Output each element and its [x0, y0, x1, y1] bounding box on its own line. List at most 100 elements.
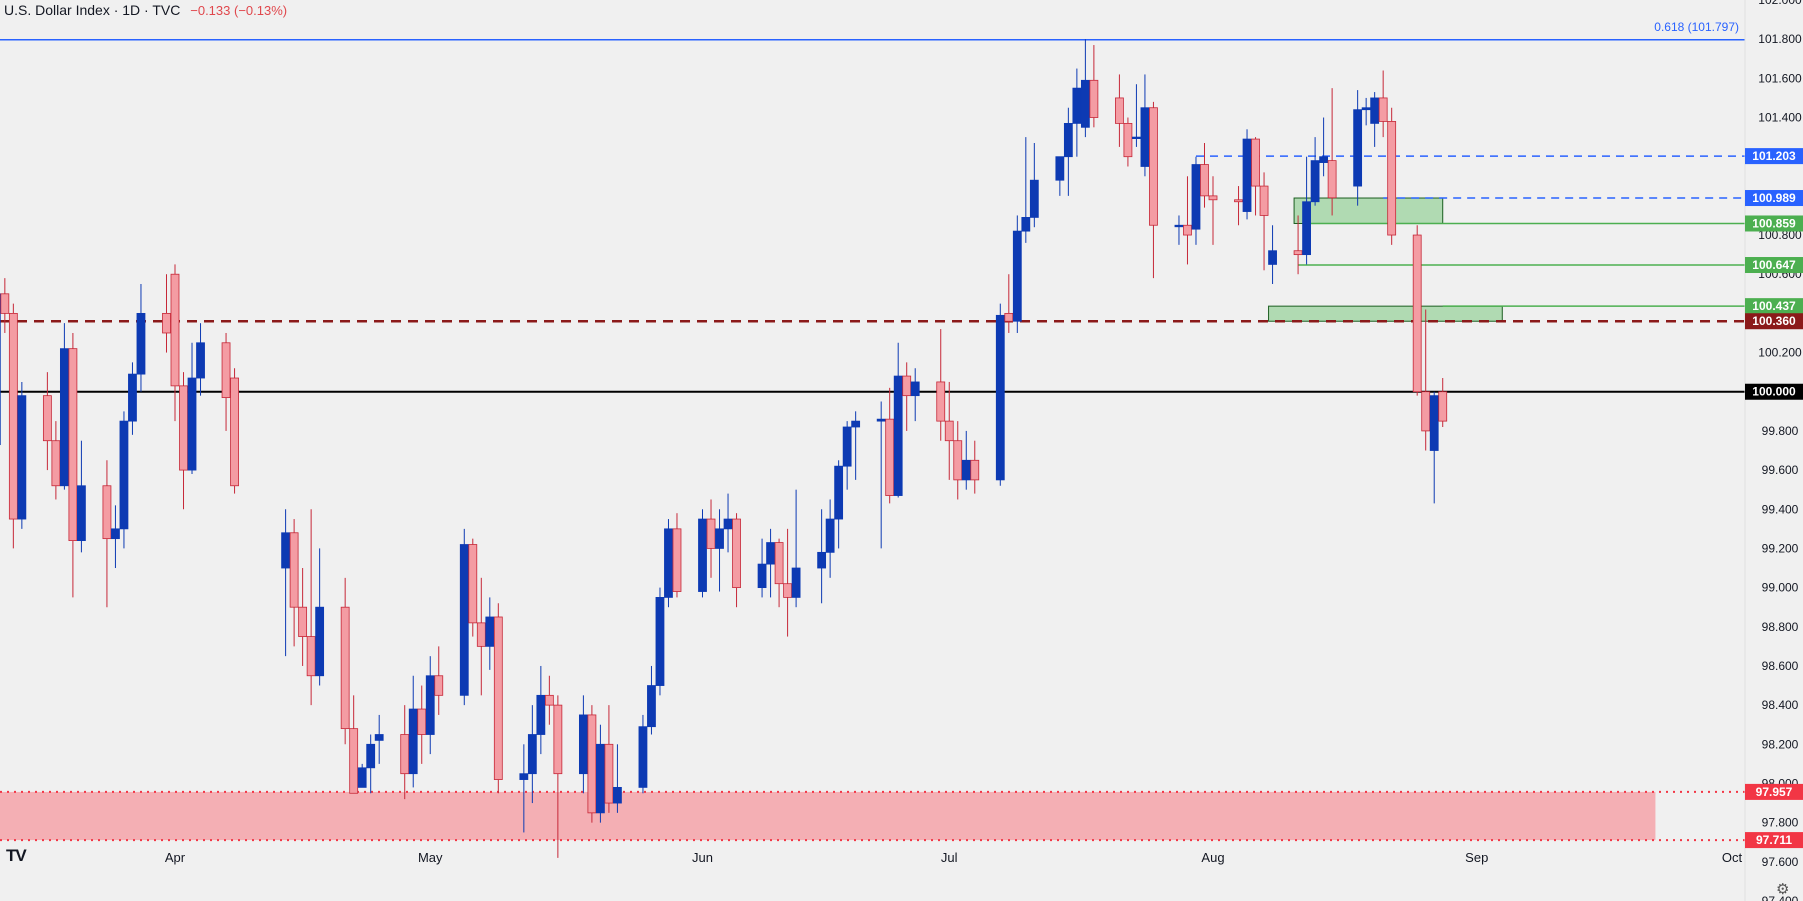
y-tick-label: 101.600: [1758, 71, 1802, 85]
candle-body: [944, 420, 954, 442]
candle-body: [1183, 224, 1192, 236]
candle-body: [834, 465, 844, 520]
candle-body: [434, 675, 444, 696]
candle-body: [42, 395, 52, 442]
price-tag: [1745, 783, 1803, 800]
candle-body: [59, 348, 69, 487]
x-tick-label: Jun: [692, 850, 713, 865]
candle-body: [408, 708, 418, 775]
y-tick-label: 99.800: [1762, 424, 1799, 438]
candle-body: [961, 459, 971, 481]
candle-body: [1021, 217, 1031, 232]
candle-body: [842, 426, 852, 467]
x-tick-label: Sep: [1465, 850, 1488, 865]
candle-body: [1310, 160, 1320, 203]
price-tag-label: 97.711: [1756, 833, 1792, 847]
candle-body: [1242, 138, 1252, 212]
y-tick-label: 98.600: [1762, 659, 1799, 673]
candle-body: [1353, 109, 1363, 187]
candle-body: [578, 714, 588, 775]
y-tick-label: 98.400: [1762, 698, 1799, 712]
candle-body: [698, 518, 707, 592]
price-tag: [1745, 383, 1803, 400]
x-tick-label: Oct: [1722, 850, 1743, 865]
y-tick-label: 101.400: [1758, 111, 1802, 125]
price-change: −0.133 (−0.13%): [190, 3, 288, 18]
price-tag-label: 100.647: [1752, 258, 1796, 272]
candle-body: [766, 542, 775, 565]
candle-body: [604, 743, 614, 804]
candle-body: [910, 381, 920, 397]
candle-body: [1421, 391, 1431, 432]
x-tick-label: Jul: [941, 850, 958, 865]
y-tick-label: 102.000: [1758, 0, 1802, 7]
candle-body: [77, 485, 86, 542]
candle-body: [196, 342, 205, 379]
price-tag: [1745, 190, 1803, 207]
candle-body: [51, 440, 61, 487]
settings-icon[interactable]: ⚙: [1776, 881, 1790, 898]
candle-body: [1191, 164, 1201, 230]
candle-body: [349, 728, 359, 794]
candle-body: [8, 312, 18, 520]
y-tick-label: 100.200: [1758, 346, 1802, 360]
candle-body: [1012, 230, 1022, 322]
candle-body: [715, 528, 724, 549]
candle-body: [102, 485, 112, 540]
candle-body: [995, 314, 1005, 481]
candle-body: [1063, 122, 1073, 158]
y-tick-label: 100.800: [1758, 228, 1802, 242]
candle-body: [1132, 136, 1141, 140]
candle-body: [128, 373, 137, 422]
x-tick-label: Apr: [165, 850, 186, 865]
candle-body: [970, 459, 980, 481]
candle-body: [400, 734, 410, 775]
y-tick-label: 99.000: [1762, 581, 1799, 595]
x-tick-label: May: [418, 850, 443, 865]
candle-body: [493, 616, 503, 780]
candle-body: [1055, 156, 1065, 181]
price-axis: [1745, 0, 1803, 901]
candle-body: [1234, 199, 1243, 203]
candle-body: [1208, 195, 1218, 201]
candle-body: [851, 420, 861, 428]
candle-body: [732, 518, 741, 589]
candle-body: [544, 694, 554, 706]
zone: [1268, 305, 1503, 322]
candle-body: [111, 528, 120, 540]
candle-body: [936, 381, 946, 422]
candle-body: [536, 694, 546, 735]
candle-body: [1080, 79, 1090, 128]
candle-body: [1123, 122, 1133, 158]
candle-body: [1004, 312, 1014, 322]
price-tag: [1745, 215, 1803, 232]
price-tag: [1745, 832, 1803, 849]
candle-body: [136, 312, 146, 375]
candle-body: [1259, 185, 1269, 216]
candle-body: [596, 743, 605, 814]
candle-body: [783, 583, 792, 598]
y-tick-label: 101.800: [1758, 32, 1802, 46]
candle-body: [425, 675, 435, 735]
candle-body: [1072, 87, 1082, 124]
price-tag: [1745, 313, 1803, 330]
candle-body: [1429, 395, 1439, 451]
price-tag-label: 100.360: [1752, 314, 1796, 328]
candle-body: [68, 348, 78, 542]
candle-body: [17, 395, 27, 520]
candle-body: [1200, 164, 1209, 197]
candle-body: [527, 734, 537, 775]
candle-body: [187, 377, 197, 471]
candle-body: [289, 532, 299, 608]
candle-body: [468, 544, 478, 624]
price-tag: [1745, 148, 1803, 165]
candle-body: [315, 606, 325, 677]
candle-body: [587, 714, 597, 814]
candle-body: [817, 551, 827, 569]
candle-body: [885, 418, 895, 496]
candle-body: [791, 567, 801, 598]
candle-body: [459, 544, 469, 696]
candle-body: [1140, 107, 1150, 167]
price-tag-label: 100.437: [1752, 299, 1796, 313]
